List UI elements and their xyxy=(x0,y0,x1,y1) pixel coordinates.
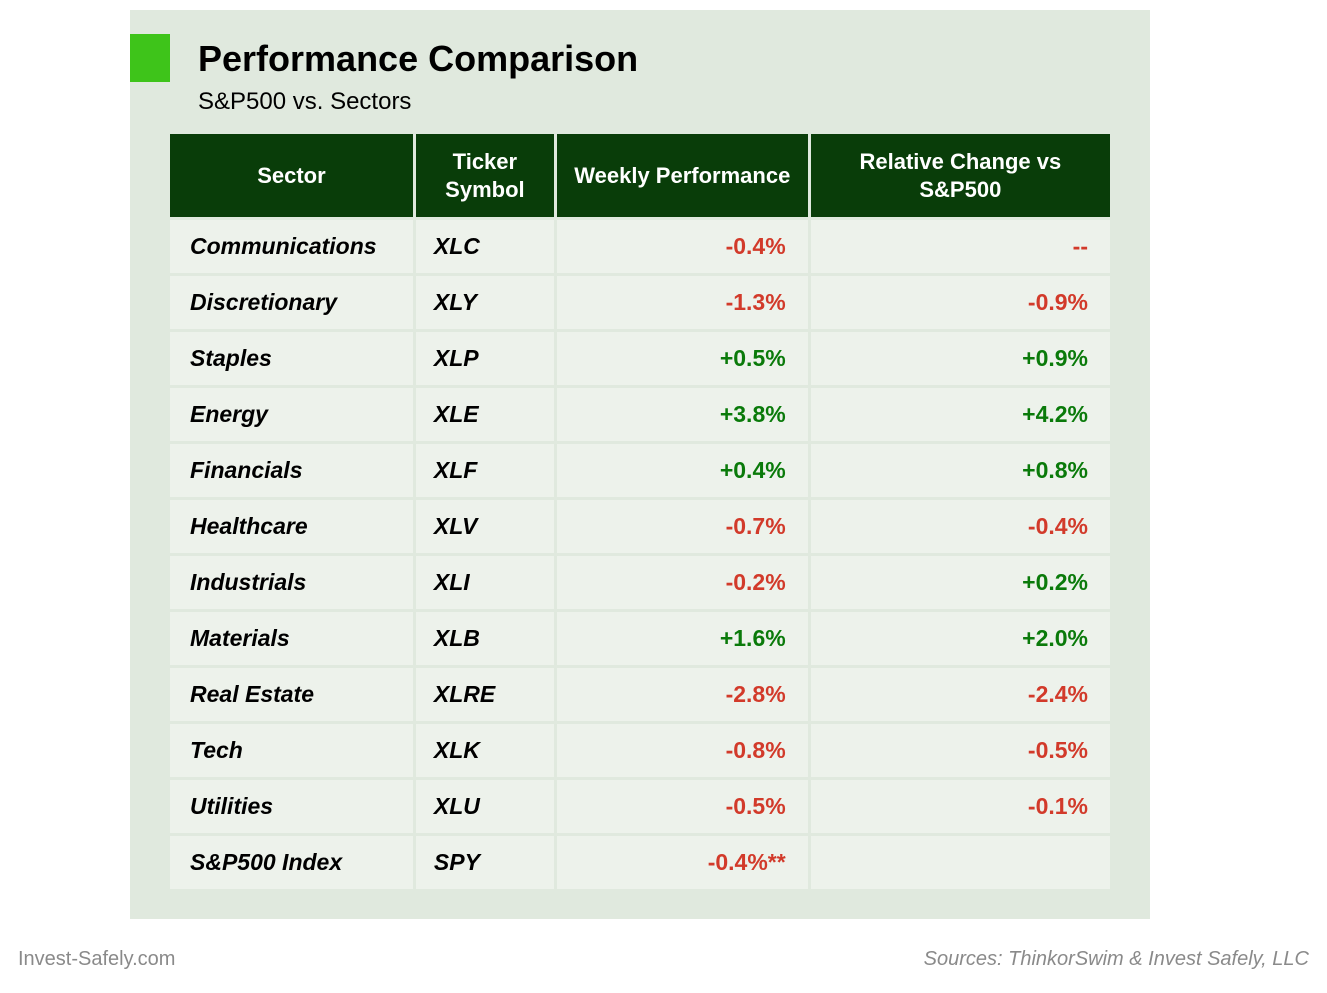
footer: Invest-Safely.com Sources: ThinkorSwim &… xyxy=(0,948,1327,971)
cell-ticker: XLB xyxy=(414,611,555,667)
cell-sector: Communications xyxy=(170,219,414,275)
cell-weekly: -0.7% xyxy=(555,499,809,555)
cell-ticker: XLV xyxy=(414,499,555,555)
cell-sector: Materials xyxy=(170,611,414,667)
table-row: StaplesXLP+0.5%+0.9% xyxy=(170,331,1110,387)
page-subtitle: S&P500 vs. Sectors xyxy=(198,88,1150,116)
cell-relative: +0.2% xyxy=(809,555,1110,611)
cell-ticker: XLRE xyxy=(414,667,555,723)
table-row: UtilitiesXLU-0.5%-0.1% xyxy=(170,779,1110,835)
cell-relative: +0.9% xyxy=(809,331,1110,387)
col-header-relative: Relative Change vs S&P500 xyxy=(809,134,1110,219)
cell-sector: Staples xyxy=(170,331,414,387)
cell-sector: Discretionary xyxy=(170,275,414,331)
cell-sector: Financials xyxy=(170,443,414,499)
cell-ticker: XLI xyxy=(414,555,555,611)
cell-relative: +4.2% xyxy=(809,387,1110,443)
col-header-weekly: Weekly Performance xyxy=(555,134,809,219)
cell-ticker: SPY xyxy=(414,835,555,890)
cell-weekly: -0.4% xyxy=(555,219,809,275)
performance-table: Sector Ticker Symbol Weekly Performance … xyxy=(170,134,1110,889)
cell-relative: -0.9% xyxy=(809,275,1110,331)
cell-relative: -- xyxy=(809,219,1110,275)
cell-ticker: XLK xyxy=(414,723,555,779)
cell-weekly: -1.3% xyxy=(555,275,809,331)
table-header-row: Sector Ticker Symbol Weekly Performance … xyxy=(170,134,1110,219)
footer-site: Invest-Safely.com xyxy=(18,948,175,971)
accent-block-icon xyxy=(130,34,170,82)
table-row: TechXLK-0.8%-0.5% xyxy=(170,723,1110,779)
col-header-sector: Sector xyxy=(170,134,414,219)
cell-ticker: XLE xyxy=(414,387,555,443)
cell-relative: -0.4% xyxy=(809,499,1110,555)
cell-ticker: XLP xyxy=(414,331,555,387)
cell-weekly: +3.8% xyxy=(555,387,809,443)
table-row: EnergyXLE+3.8%+4.2% xyxy=(170,387,1110,443)
table-row: FinancialsXLF+0.4%+0.8% xyxy=(170,443,1110,499)
page-title: Performance Comparison xyxy=(198,38,1150,80)
cell-ticker: XLF xyxy=(414,443,555,499)
table-row: HealthcareXLV-0.7%-0.4% xyxy=(170,499,1110,555)
cell-sector: Utilities xyxy=(170,779,414,835)
cell-weekly: -0.4%** xyxy=(555,835,809,890)
cell-weekly: +1.6% xyxy=(555,611,809,667)
cell-sector: Energy xyxy=(170,387,414,443)
cell-sector: Real Estate xyxy=(170,667,414,723)
cell-weekly: -0.2% xyxy=(555,555,809,611)
table-row: Real EstateXLRE-2.8%-2.4% xyxy=(170,667,1110,723)
cell-weekly: -2.8% xyxy=(555,667,809,723)
cell-relative: -0.1% xyxy=(809,779,1110,835)
table-row: MaterialsXLB+1.6%+2.0% xyxy=(170,611,1110,667)
table-summary-row: S&P500 IndexSPY-0.4%** xyxy=(170,835,1110,890)
table-row: DiscretionaryXLY-1.3%-0.9% xyxy=(170,275,1110,331)
cell-ticker: XLU xyxy=(414,779,555,835)
cell-weekly: +0.4% xyxy=(555,443,809,499)
header-area: Performance Comparison S&P500 vs. Sector… xyxy=(130,10,1150,134)
performance-table-wrap: Sector Ticker Symbol Weekly Performance … xyxy=(170,134,1110,889)
cell-relative: -0.5% xyxy=(809,723,1110,779)
cell-sector: S&P500 Index xyxy=(170,835,414,890)
cell-relative: -2.4% xyxy=(809,667,1110,723)
cell-relative: +0.8% xyxy=(809,443,1110,499)
panel: Performance Comparison S&P500 vs. Sector… xyxy=(130,10,1150,919)
footer-sources: Sources: ThinkorSwim & Invest Safely, LL… xyxy=(924,948,1309,971)
table-row: IndustrialsXLI-0.2%+0.2% xyxy=(170,555,1110,611)
cell-relative xyxy=(809,835,1110,890)
cell-weekly: -0.8% xyxy=(555,723,809,779)
cell-sector: Industrials xyxy=(170,555,414,611)
table-row: CommunicationsXLC-0.4%-- xyxy=(170,219,1110,275)
cell-sector: Tech xyxy=(170,723,414,779)
cell-ticker: XLC xyxy=(414,219,555,275)
cell-weekly: -0.5% xyxy=(555,779,809,835)
col-header-ticker: Ticker Symbol xyxy=(414,134,555,219)
cell-ticker: XLY xyxy=(414,275,555,331)
cell-weekly: +0.5% xyxy=(555,331,809,387)
cell-relative: +2.0% xyxy=(809,611,1110,667)
cell-sector: Healthcare xyxy=(170,499,414,555)
